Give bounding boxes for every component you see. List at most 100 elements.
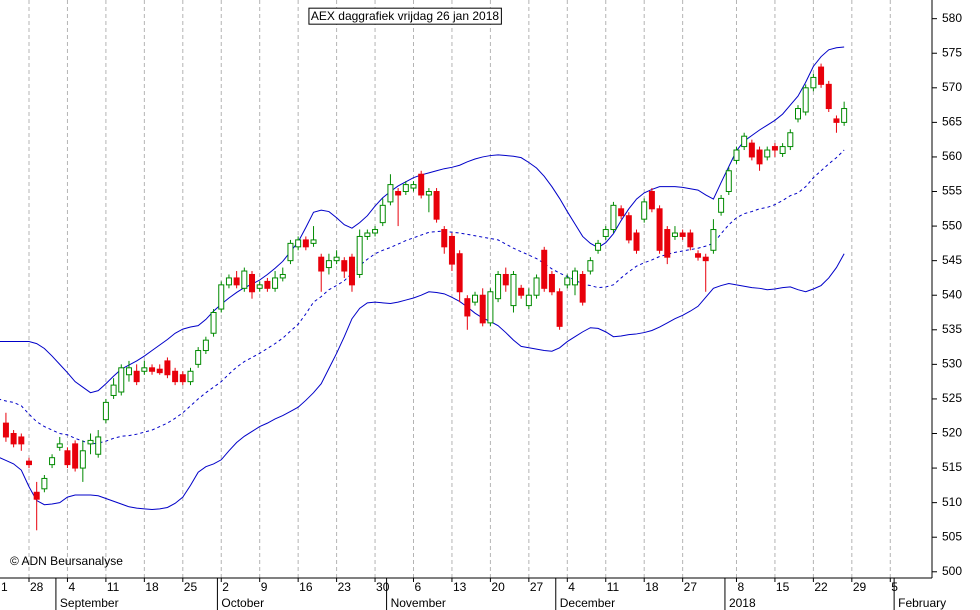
candle-body — [49, 457, 56, 466]
candle-body — [72, 443, 79, 469]
candle-body — [2, 422, 9, 438]
candle-body — [187, 370, 194, 383]
band-middle — [0, 149, 845, 445]
y-tick-label: 545 — [942, 253, 962, 267]
candle-body — [141, 367, 148, 372]
x-tick-label: 30 — [376, 580, 390, 594]
candle-body — [541, 249, 548, 289]
candle-body — [648, 191, 655, 210]
x-tick-label: 2 — [222, 580, 229, 594]
candle-body — [202, 339, 209, 352]
candle-body — [825, 83, 832, 110]
y-tick-label: 550 — [942, 218, 962, 232]
x-tick-label: 29 — [853, 580, 867, 594]
y-tick-label: 560 — [942, 149, 962, 163]
month-label: October — [221, 596, 264, 610]
month-label: December — [560, 596, 615, 610]
candle-body — [102, 401, 109, 421]
x-tick-label: 6 — [415, 580, 422, 594]
candle-body — [56, 443, 63, 448]
y-tick-label: 555 — [942, 184, 962, 198]
candle-body — [671, 232, 678, 237]
month-label: September — [60, 596, 119, 610]
x-tick-label: 16 — [299, 580, 313, 594]
candle-body — [448, 235, 455, 265]
y-tick-label: 535 — [942, 322, 962, 336]
candle-body — [225, 277, 232, 286]
candle-body — [341, 260, 348, 272]
candle-body — [841, 108, 848, 123]
candle-body — [272, 277, 279, 289]
candle-body — [26, 460, 32, 466]
candle-body — [110, 384, 117, 396]
y-tick-label: 565 — [942, 115, 962, 129]
candle-body — [479, 294, 486, 324]
candle-body — [33, 491, 40, 500]
candle-body — [318, 256, 325, 272]
x-tick-label: 9 — [261, 580, 268, 594]
candle-body — [518, 287, 525, 296]
candle-body — [218, 284, 225, 310]
candle-body — [172, 370, 179, 383]
candle-body — [702, 256, 709, 262]
candle-body — [333, 256, 340, 262]
candle-body — [456, 253, 463, 293]
candle-body — [810, 76, 817, 89]
x-tick-label: 5 — [891, 580, 898, 594]
candle-body — [687, 232, 694, 248]
candle-body — [264, 280, 271, 289]
candle-body — [618, 208, 625, 217]
candle-body — [325, 260, 332, 269]
candle-body — [41, 477, 48, 490]
candle-body — [695, 253, 702, 258]
x-tick-label: 23 — [338, 580, 352, 594]
y-tick-label: 580 — [942, 11, 962, 25]
candle-body — [249, 273, 256, 293]
candle-body — [741, 135, 748, 148]
candle-body — [79, 450, 86, 469]
candle-body — [149, 367, 156, 372]
candle-body — [587, 260, 594, 272]
candle-body — [472, 294, 479, 303]
y-tick-label: 525 — [942, 391, 962, 405]
candle-body — [364, 232, 371, 237]
candle-body — [679, 232, 686, 237]
candle-body — [410, 184, 417, 189]
x-tick-label: 27 — [684, 580, 698, 594]
candle-body — [195, 350, 202, 365]
candle-body — [310, 239, 317, 244]
candle-body — [133, 370, 140, 383]
candle-body — [795, 108, 801, 120]
candle-body — [487, 291, 494, 324]
candle-body — [395, 191, 402, 196]
x-tick-label: 11 — [107, 580, 120, 594]
x-tick-label: 4 — [68, 580, 75, 594]
candle-body — [725, 170, 732, 193]
x-tick-label: 4 — [568, 580, 575, 594]
candle-body — [533, 277, 540, 296]
month-label: November — [391, 596, 446, 610]
candle-body — [818, 66, 825, 85]
candle-body — [302, 239, 309, 248]
x-tick-label: 25 — [184, 580, 198, 594]
y-tick-label: 570 — [942, 80, 962, 94]
candle-body — [287, 242, 294, 262]
candle-body — [641, 201, 648, 220]
candle-body — [548, 273, 555, 293]
candle-body — [279, 273, 286, 279]
candle-body — [425, 191, 432, 196]
y-tick-label: 520 — [942, 426, 962, 440]
month-label: February — [898, 596, 946, 610]
month-label: 2018 — [729, 596, 756, 610]
candle-body — [164, 360, 171, 376]
candle-body — [464, 298, 471, 317]
candle-body — [372, 229, 379, 234]
y-tick-label: 505 — [942, 529, 962, 543]
candle-body — [418, 173, 425, 196]
y-tick-label: 575 — [942, 45, 962, 59]
x-tick-label: 18 — [645, 580, 659, 594]
x-tick-label: 18 — [145, 580, 159, 594]
candle-body — [502, 273, 509, 286]
